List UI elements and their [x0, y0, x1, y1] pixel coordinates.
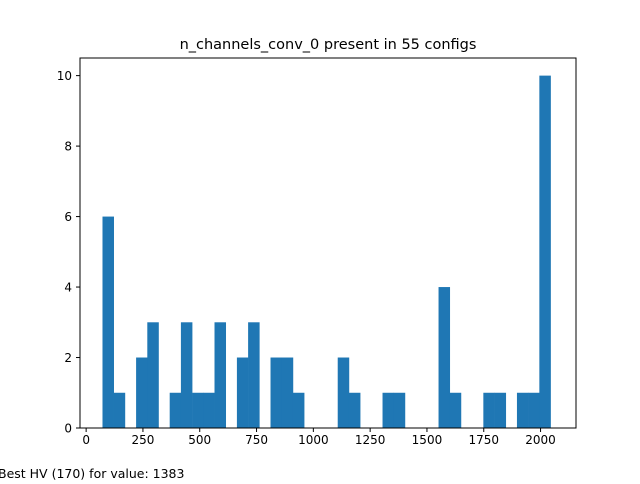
histogram-bar: [337, 357, 350, 428]
y-tick-label: 2: [64, 351, 72, 365]
best-hv-note: Best HV (170) for value: 1383: [0, 466, 185, 481]
histogram-bar: [281, 357, 294, 428]
histogram-bar: [180, 322, 193, 428]
bars-group: [102, 75, 551, 429]
histogram-bar: [483, 392, 495, 428]
x-tick-label: 1000: [298, 433, 329, 447]
histogram-bar: [147, 322, 159, 428]
histogram-bar: [449, 392, 462, 428]
histogram-bar: [214, 322, 227, 428]
y-tick-label: 8: [64, 140, 72, 154]
histogram-bar: [236, 357, 249, 428]
x-tick-label: 500: [188, 433, 211, 447]
histogram-bar: [192, 392, 204, 428]
x-axis-ticks: 0 250 500 750 1000 1250 1500 1750 2000: [82, 428, 556, 447]
histogram-bar: [248, 322, 260, 428]
histogram-bar: [113, 392, 126, 428]
y-tick-label: 10: [57, 69, 72, 83]
histogram-bar: [169, 392, 182, 428]
histogram-bar: [203, 392, 215, 428]
plot-frame: [79, 57, 577, 429]
x-tick-label: 1750: [468, 433, 499, 447]
histogram-bar: [528, 392, 540, 428]
y-tick-label: 6: [64, 210, 72, 224]
histogram-bar: [292, 392, 305, 428]
chart-title: n_channels_conv_0 present in 55 configs: [180, 37, 477, 53]
histogram-bar: [516, 392, 529, 428]
y-tick-label: 0: [64, 422, 72, 436]
histogram-bar: [393, 392, 406, 428]
histogram-bar: [438, 287, 451, 428]
histogram-bar: [270, 357, 283, 428]
histogram-bar: [102, 216, 114, 428]
x-tick-label: 1250: [355, 433, 386, 447]
y-axis-ticks: 0 2 4 6 8 10: [57, 69, 80, 436]
histogram-bar: [382, 392, 395, 428]
x-tick-label: 1500: [412, 433, 443, 447]
histogram-bar: [348, 392, 361, 428]
histogram-bar: [136, 357, 148, 428]
x-tick-label: 750: [245, 433, 268, 447]
histogram-bar: [539, 75, 551, 429]
y-tick-label: 4: [64, 281, 72, 295]
x-tick-label: 2000: [525, 433, 556, 447]
histogram-bar: [494, 392, 507, 428]
x-tick-label: 0: [82, 433, 90, 447]
x-tick-label: 250: [131, 433, 154, 447]
